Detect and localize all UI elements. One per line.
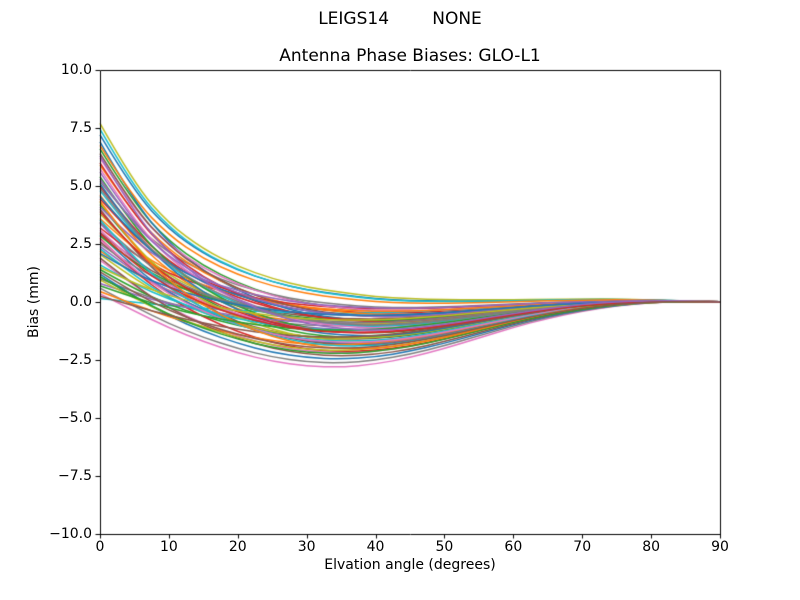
x-tick-label: 10: [159, 539, 178, 555]
y-tick-label: 10.0: [60, 62, 92, 78]
x-tick-label: 40: [366, 539, 385, 555]
y-tick-label: 0.0: [69, 294, 92, 310]
x-tick-label: 70: [573, 539, 592, 555]
axes-title: Antenna Phase Biases: GLO-L1: [279, 46, 541, 66]
y-tick-label: 5.0: [69, 178, 92, 194]
x-tick-label: 0: [95, 539, 105, 555]
y-tick-label: −7.5: [58, 468, 92, 484]
x-tick-label: 80: [642, 539, 661, 555]
x-tick-label: 50: [435, 539, 454, 555]
y-tick-label: −10.0: [49, 526, 92, 542]
y-tick-label: 2.5: [69, 236, 92, 252]
x-tick-label: 60: [504, 539, 523, 555]
y-tick-label: −2.5: [58, 352, 92, 368]
y-tick-label: −5.0: [58, 410, 92, 426]
x-tick-label: 90: [711, 539, 729, 555]
x-axis-label: Elvation angle (degrees): [324, 557, 496, 573]
figure-suptitle: LEIGS14 NONE: [318, 9, 482, 29]
x-tick-label: 20: [228, 539, 247, 555]
y-tick-label: 7.5: [69, 120, 92, 136]
x-tick-label: 30: [297, 539, 316, 555]
